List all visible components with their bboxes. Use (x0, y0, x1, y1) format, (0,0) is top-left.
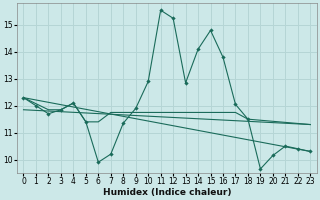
X-axis label: Humidex (Indice chaleur): Humidex (Indice chaleur) (103, 188, 231, 197)
